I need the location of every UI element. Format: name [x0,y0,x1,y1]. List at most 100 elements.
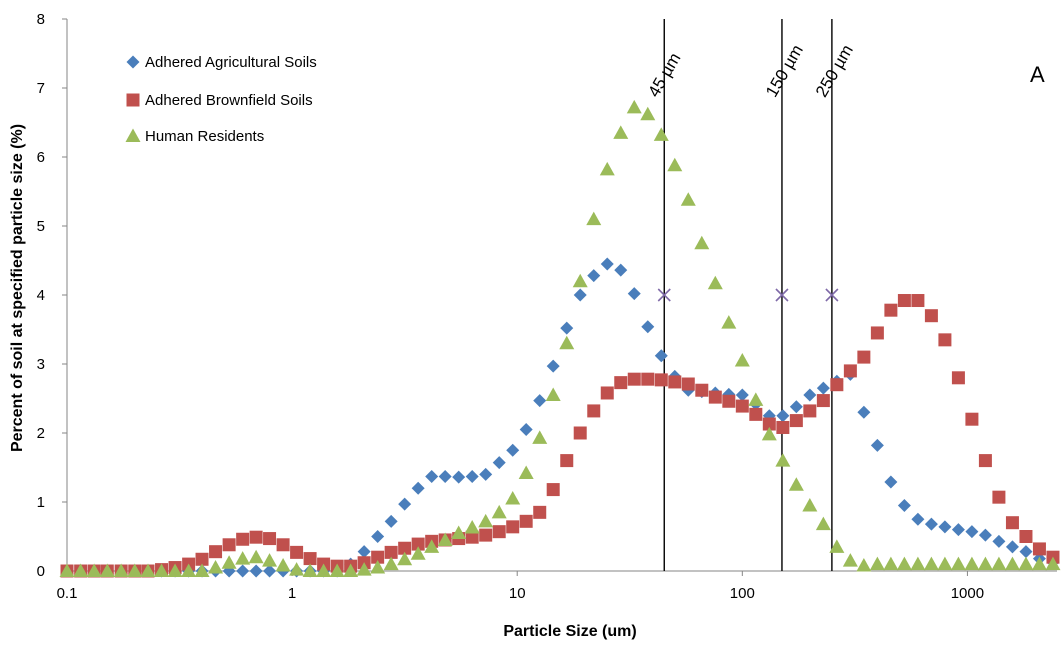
data-point [695,383,709,397]
data-point [653,127,669,141]
data-point [1005,516,1019,530]
data-point [707,275,723,290]
data-point [573,426,587,440]
data-point [86,563,102,577]
data-point [748,392,764,406]
reference-lines: 45 µm 150 µm 250 µm [644,19,857,571]
x-tick-label: 1 [288,585,296,602]
data-point [680,192,696,206]
data-point [316,563,332,577]
data-point [478,513,494,528]
data-point [357,545,371,559]
data-point [641,320,655,334]
x-tick-label: 100 [730,585,755,602]
data-point [640,106,656,121]
data-point [884,475,898,489]
data-point [371,530,385,543]
x-tick-label: 0.1 [57,585,78,602]
data-point [289,562,305,576]
data-point [802,497,818,512]
data-point [519,423,533,437]
data-point [1031,556,1047,571]
data-point [425,469,439,483]
data-point [99,563,115,577]
data-point [167,563,183,577]
legend-item: Human Residents [125,128,264,145]
data-point [950,556,966,571]
data-point [627,287,641,301]
data-point [464,520,480,534]
data-point [437,532,453,546]
data-point [505,491,521,505]
data-point [411,537,425,551]
data-point [263,564,277,578]
data-point [870,326,884,340]
data-point [546,483,560,497]
data-point [857,350,871,364]
data-point [384,514,398,528]
data-point [235,551,251,565]
data-point [248,549,264,564]
data-point [992,534,1006,548]
data-point [991,556,1007,571]
reference-markers [657,288,839,302]
data-point [937,556,953,571]
data-point [370,560,386,574]
legend-marker [126,93,140,107]
data-point [654,373,668,387]
data-point [236,564,250,578]
data-point [613,125,629,139]
data-point [113,563,129,577]
data-point [614,376,628,390]
data-point [492,525,506,539]
data-point [249,530,263,544]
data-point [236,532,250,546]
data-point [815,516,831,531]
data-point [1005,540,1019,554]
data-point [397,551,413,566]
data-point [600,257,614,271]
data-point [897,294,911,308]
data-point [668,375,682,389]
x-axis-title: Particle Size (um) [503,623,636,640]
data-point [775,453,791,467]
data-point [627,372,641,386]
legend-label: Human Residents [145,128,264,145]
data-point [302,563,318,577]
y-tick-label: 1 [37,494,45,511]
data-point [221,555,237,569]
data-point [978,454,992,468]
legend-marker [125,128,141,142]
data-point [140,563,156,577]
data-point [181,563,197,577]
data-point [869,556,885,571]
data-point [154,563,170,577]
data-point [789,414,803,428]
legend-label: Adhered Brownfield Soils [145,92,313,109]
data-series [59,99,1061,578]
data-point [384,545,398,559]
data-point [599,161,615,176]
data-point [479,467,493,481]
y-tick-label: 7 [37,80,45,97]
data-point [545,387,561,402]
legend-label: Adhered Agricultural Soils [145,54,317,71]
data-point [491,504,507,519]
data-point [816,394,830,408]
data-point [506,443,520,457]
data-point [626,99,642,114]
y-tick-label: 5 [37,218,45,235]
data-point [641,372,655,386]
data-point [465,530,479,544]
data-point [546,359,560,373]
data-point [290,545,304,559]
data-point [856,557,872,572]
data-point [492,456,506,470]
data-point [938,333,952,347]
data-point [951,523,965,537]
data-point [479,528,493,542]
data-point [965,525,979,539]
data-point [708,390,722,404]
data-point [356,562,372,576]
data-point [789,400,803,414]
